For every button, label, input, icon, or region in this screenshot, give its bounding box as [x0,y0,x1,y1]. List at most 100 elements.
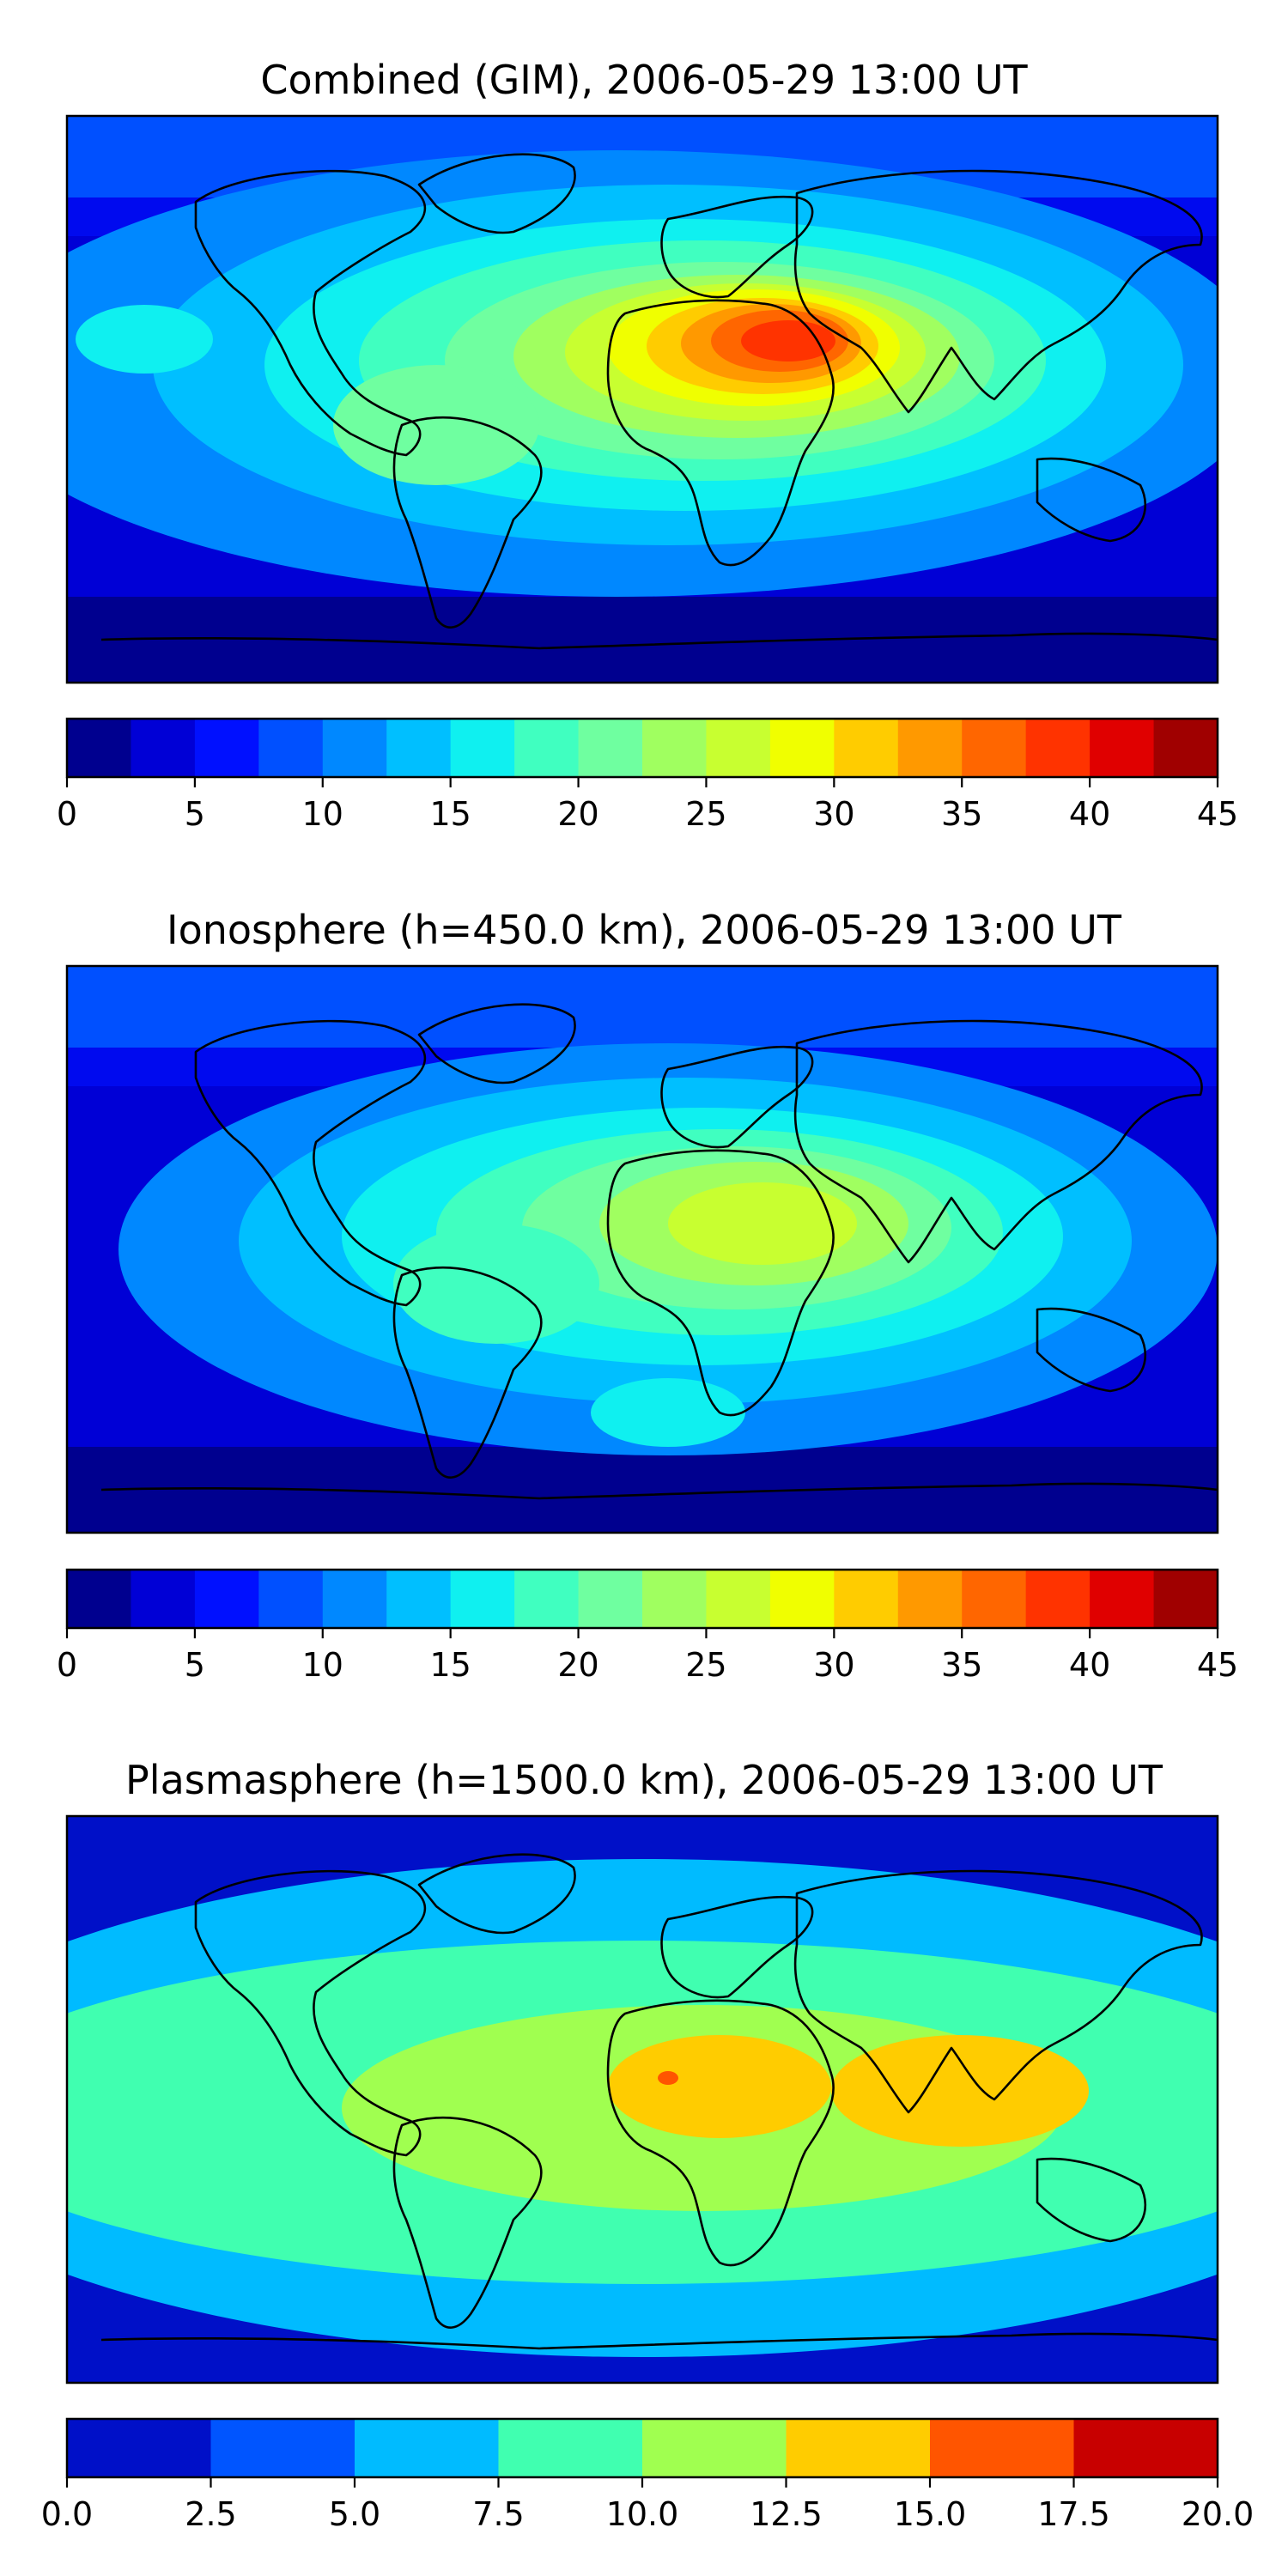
colorbar-swatch [67,1570,132,1628]
colorbar-swatch [578,719,643,777]
map-panel: Plasmasphere (h=1500.0 km), 2006-05-29 1… [41,1757,1255,2533]
colorbar-frame [65,1568,1219,1630]
colorbar-swatch [386,1570,452,1628]
colorbar-tick-label: 35 [941,1646,982,1684]
colorbar-swatch [450,719,515,777]
colorbar-swatch [258,719,324,777]
map-panel: Combined (GIM), 2006-05-29 13:00 UT 0 5 10 1… [57,57,1238,833]
colorbar-tick-label: 25 [685,1646,726,1684]
colorbar-tick-label: 20 [557,795,598,833]
colorbar-tick-label: 45 [1197,1646,1238,1684]
colorbar-tick-label: 5 [185,795,205,833]
contour-region [333,365,539,485]
colorbar-tick-label: 15 [429,1646,471,1684]
colorbar-tick-label: 40 [1069,795,1110,833]
colorbar-swatch [514,1570,580,1628]
colorbar-tick-label: 0 [57,1646,77,1684]
map-frame [65,1814,1219,2385]
colorbar-tick-label: 10 [302,1646,343,1684]
colorbar-swatch [355,2419,500,2477]
colorbar-swatch [642,1570,708,1628]
colorbar-swatch [769,1570,835,1628]
colorbar-swatch [962,719,1027,777]
colorbar-swatch [322,1570,387,1628]
colorbar: 0.0 2.5 5.0 7.5 10.0 12.5 15.0 17.5 20.0 [41,2417,1255,2533]
contour-region [741,320,835,361]
colorbar-swatch [642,2419,787,2477]
contour-region [831,2035,1089,2147]
colorbar-swatch [194,719,259,777]
colorbar-swatch [897,719,963,777]
map-area [65,964,1219,1534]
contour-region [608,2035,831,2138]
colorbar-swatch [706,719,771,777]
colorbar-swatch [258,1570,324,1628]
map-frame [65,964,1219,1534]
colorbar-swatch [194,1570,259,1628]
contour-region [658,2071,678,2085]
colorbar-swatch [834,719,899,777]
colorbar-tick-label: 5 [185,1646,205,1684]
colorbar-tick-label: 30 [813,1646,854,1684]
colorbar-tick-label: 10.0 [606,2495,679,2533]
colorbar-swatch [322,719,387,777]
field-band [67,597,1218,683]
colorbar-swatch [210,2419,355,2477]
panel-title: Combined (GIM), 2006-05-29 13:00 UT [260,57,1028,103]
colorbar-tick-label: 40 [1069,1646,1110,1684]
colorbar-swatch [834,1570,899,1628]
field-band [67,966,1218,1048]
colorbar-tick-label: 15 [429,795,471,833]
map-panel: Ionosphere (h=450.0 km), 2006-05-29 13:0… [57,907,1238,1684]
colorbar-swatch [1025,719,1091,777]
colorbar-swatch [131,1570,196,1628]
colorbar-tick-label: 17.5 [1037,2495,1110,2533]
colorbar-swatch [706,1570,771,1628]
colorbar-tick-label: 20.0 [1182,2495,1255,2533]
map-area [65,1814,1219,2385]
colorbar-swatch [131,719,196,777]
colorbar: 0 5 10 15 20 25 30 35 40 45 [57,717,1238,833]
panel-title: Ionosphere (h=450.0 km), 2006-05-29 13:0… [167,907,1122,953]
contour-region [591,1378,745,1447]
colorbar-tick-label: 7.5 [472,2495,524,2533]
contour-region [76,305,213,374]
colorbar-swatch [578,1570,643,1628]
colorbar-swatch [1153,1570,1218,1628]
contour-region [393,1224,599,1344]
colorbar-tick-label: 35 [941,795,982,833]
contour-region [668,1182,857,1265]
colorbar-tick-label: 5.0 [329,2495,380,2533]
colorbar-tick-label: 10 [302,795,343,833]
colorbar-tick-label: 0 [57,795,77,833]
colorbar-swatch [514,719,580,777]
colorbar-frame [65,717,1219,779]
map-area [65,114,1219,684]
colorbar-swatch [769,719,835,777]
colorbar: 0 5 10 15 20 25 30 35 40 45 [57,1568,1238,1684]
colorbar-swatch [386,719,452,777]
colorbar-swatch [786,2419,931,2477]
colorbar-tick-label: 25 [685,795,726,833]
colorbar-swatch [1025,1570,1091,1628]
colorbar-swatch [67,719,132,777]
field-band [67,1447,1218,1533]
colorbar-swatch [962,1570,1027,1628]
colorbar-swatch [498,2419,643,2477]
colorbar-swatch [1090,719,1155,777]
colorbar-swatch [450,1570,515,1628]
colorbar-swatch [67,2419,212,2477]
panel-title: Plasmasphere (h=1500.0 km), 2006-05-29 1… [125,1757,1163,1803]
colorbar-tick-label: 45 [1197,795,1238,833]
colorbar-tick-label: 2.5 [185,2495,236,2533]
map-frame [65,114,1219,684]
colorbar-tick-label: 0.0 [41,2495,93,2533]
colorbar-swatch [930,2419,1075,2477]
colorbar-swatch [1073,2419,1218,2477]
colorbar-tick-label: 30 [813,795,854,833]
colorbar-tick-label: 15.0 [894,2495,967,2533]
colorbar-swatch [897,1570,963,1628]
colorbar-swatch [1153,719,1218,777]
colorbar-tick-label: 20 [557,1646,598,1684]
